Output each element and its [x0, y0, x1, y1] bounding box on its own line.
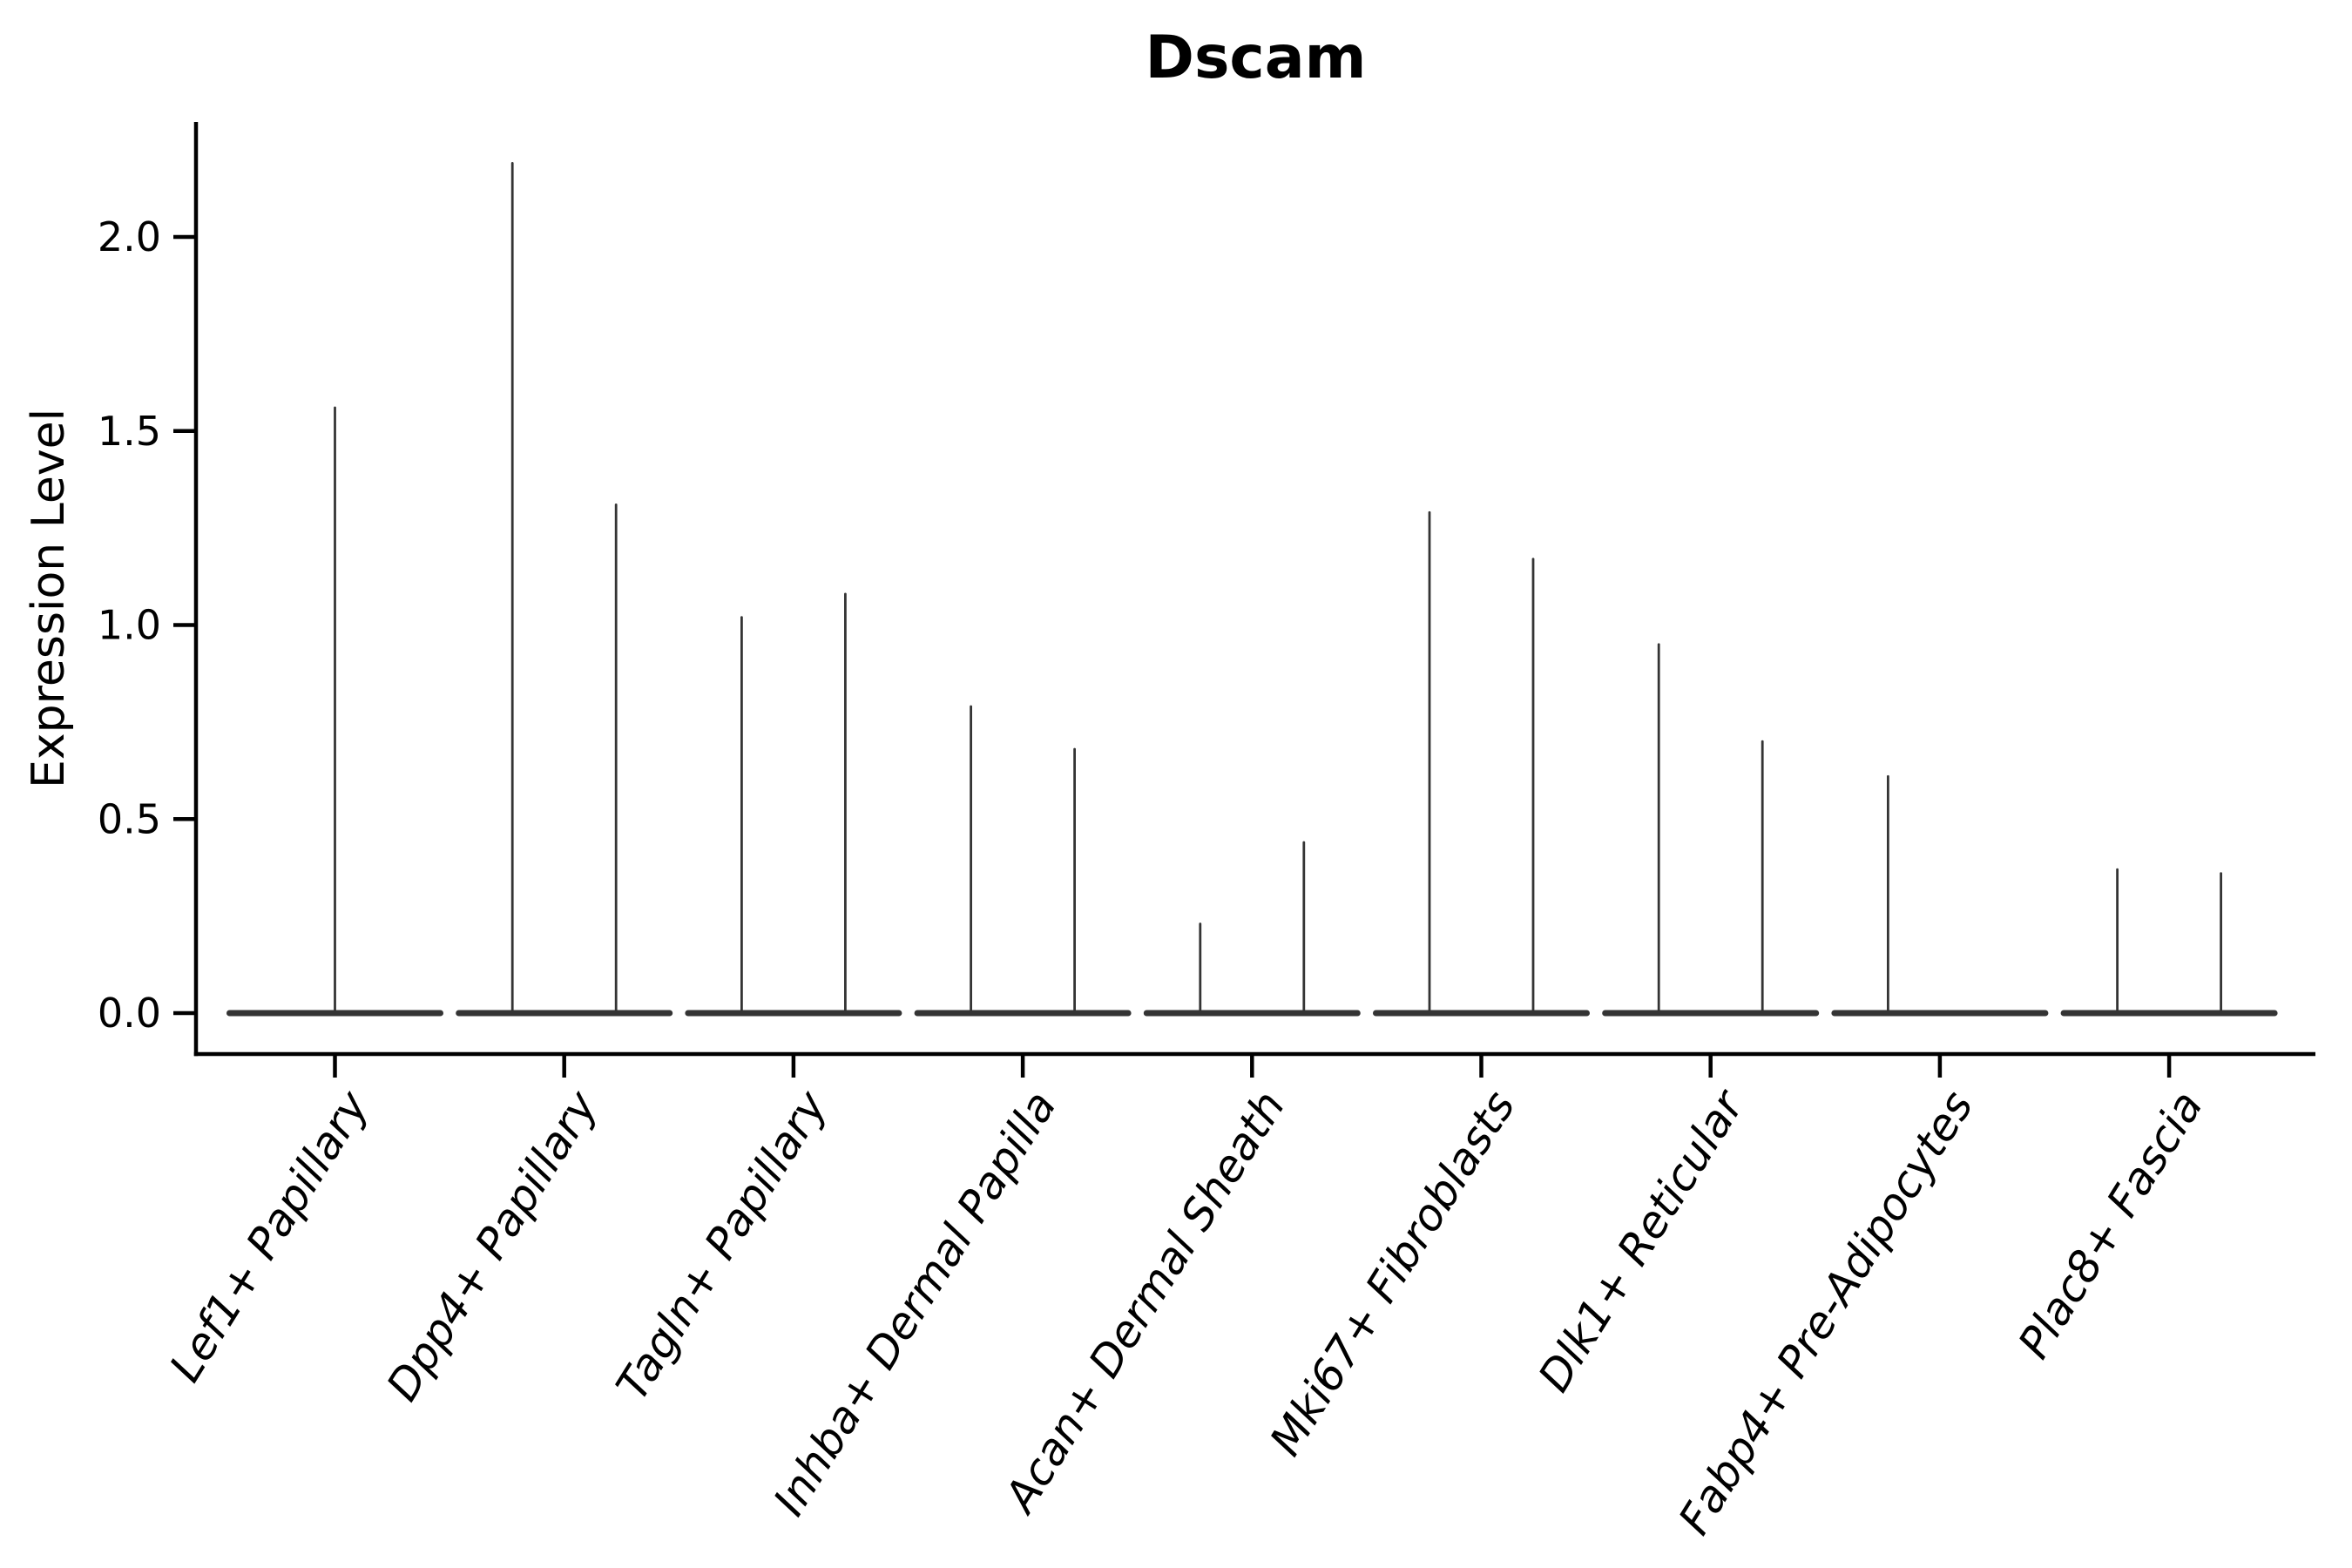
y-tick-label: 1.5 [98, 408, 161, 455]
y-tick-label: 2.0 [98, 213, 161, 260]
y-tick-label: 1.0 [98, 602, 161, 649]
y-tick-label: 0.5 [98, 795, 161, 842]
y-tick-label: 0.0 [98, 990, 161, 1037]
chart-title: Dscam [1145, 24, 1367, 92]
